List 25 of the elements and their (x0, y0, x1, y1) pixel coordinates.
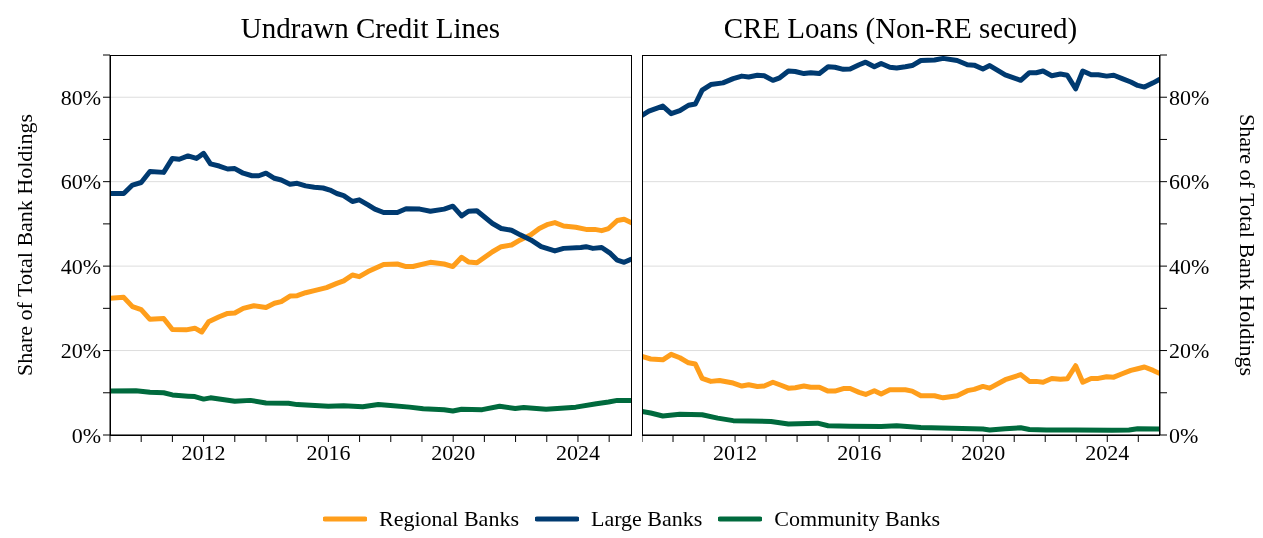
x-tick-label: 2016 (306, 439, 351, 465)
y-tick-label: 20% (60, 338, 101, 364)
y-axis-title: Share of Total Bank Holdings (11, 113, 37, 377)
y2-tick-label: 40% (1169, 253, 1210, 279)
y-tick-label: 40% (60, 253, 101, 279)
x-tick-label: 2024 (555, 439, 600, 465)
y2-tick-label: 80% (1169, 85, 1210, 111)
chart-title: CRE Loans (Non-RE secured) (722, 11, 1079, 46)
y-tick-label: 80% (60, 85, 101, 111)
x-tick-label: 2012 (181, 439, 226, 465)
x-tick-label: 2012 (713, 439, 758, 465)
y2-tick-label: 20% (1169, 338, 1210, 364)
x-tick-label: 2020 (431, 439, 476, 465)
x-tick-label: 2020 (961, 439, 1006, 465)
chart-title: Undrawn Credit Lines (239, 11, 502, 46)
x-tick-label: 2016 (837, 439, 882, 465)
y-tick-label: 0% (71, 422, 101, 448)
legend-label: Regional Banks (379, 506, 519, 532)
y2-tick-label: 0% (1169, 422, 1199, 448)
x-tick-label: 2024 (1085, 439, 1130, 465)
y-tick-label: 60% (60, 169, 101, 195)
y2-tick-label: 60% (1169, 169, 1210, 195)
legend-label: Community Banks (774, 506, 940, 532)
y2-axis-title: Share of Total Bank Holdings (1234, 113, 1260, 377)
legend-label: Large Banks (590, 506, 703, 532)
